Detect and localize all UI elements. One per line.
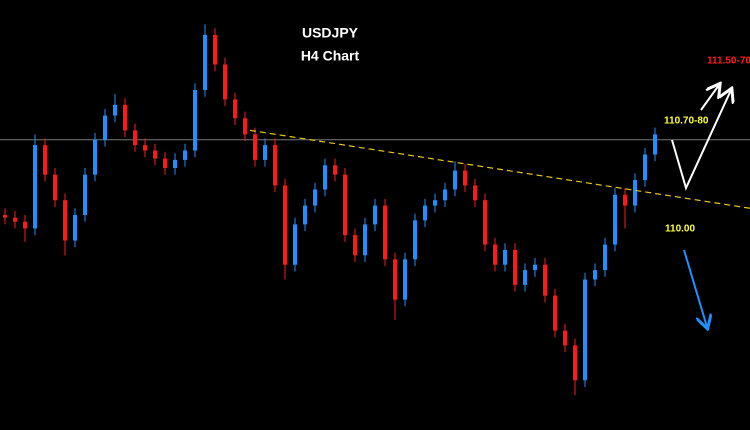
candle-body (43, 145, 47, 175)
candle-body (653, 134, 657, 155)
candle-body (253, 134, 257, 160)
candle-body (223, 64, 227, 100)
candle-body (443, 189, 447, 201)
candle-body (303, 205, 307, 225)
candle-body (373, 205, 377, 225)
candle-body (523, 270, 527, 285)
candle-body (193, 90, 197, 151)
candle-body (283, 185, 287, 265)
candle-body (293, 224, 297, 265)
candle-body (323, 165, 327, 190)
candle-body (633, 180, 637, 206)
trend-line (249, 129, 750, 209)
candle-body (33, 145, 37, 229)
candle-body (143, 145, 147, 151)
candle-body (513, 249, 517, 285)
candle-body (553, 295, 557, 331)
plot (0, 24, 750, 396)
candle-body (453, 170, 457, 190)
candle-body (163, 158, 167, 168)
candle-body (583, 279, 587, 381)
candle-body (413, 220, 417, 260)
candle-body (563, 330, 567, 346)
candle-body (263, 145, 267, 160)
candle-body (153, 150, 157, 159)
candle-body (403, 259, 407, 300)
candle-body (493, 244, 497, 265)
annotation: 111.50-70 (707, 56, 750, 67)
candle-body (603, 244, 607, 271)
candle-body (53, 174, 57, 201)
annotation: 110.00 (665, 224, 695, 235)
candle-body (343, 174, 347, 236)
candle-body (183, 150, 187, 160)
candle-body (643, 154, 647, 181)
down-arrow (683, 249, 707, 327)
target-arrow (700, 85, 719, 111)
candle-body (123, 104, 127, 131)
candle-body (393, 259, 397, 300)
candle-body (623, 194, 627, 206)
candle-body (133, 130, 137, 146)
candle-body (423, 205, 427, 221)
candle-body (333, 165, 337, 175)
candle-body (533, 264, 537, 271)
candle-body (273, 145, 277, 186)
candle-body (483, 200, 487, 245)
candle-body (173, 159, 177, 168)
candle-body (593, 270, 597, 280)
candle-body (383, 205, 387, 260)
candle-body (243, 118, 247, 135)
candle-body (473, 185, 477, 201)
candle-body (233, 99, 237, 119)
candle-body (13, 217, 17, 222)
candle-body (73, 215, 77, 241)
candle-body (93, 139, 97, 175)
candle-body (503, 249, 507, 265)
candle-body (353, 235, 357, 256)
chart-title: USDJPY (302, 25, 359, 41)
candle-body (113, 104, 117, 116)
scenario-arrow (671, 90, 731, 191)
candle-body (363, 224, 367, 256)
candle-body (543, 264, 547, 296)
candle-body (3, 215, 7, 218)
candle-body (63, 200, 67, 241)
candle-body (433, 200, 437, 206)
candle-body (573, 345, 577, 381)
candle-body (103, 115, 107, 140)
candle-body (23, 221, 27, 229)
candle-body (463, 170, 467, 186)
candle-body (203, 34, 207, 91)
candle-body (313, 189, 317, 206)
candle-body (613, 194, 617, 245)
candle-body (213, 34, 217, 65)
chart-subtitle: H4 Chart (301, 48, 360, 64)
candle-body (83, 174, 87, 215)
annotation: 110.70-80 (664, 116, 709, 127)
